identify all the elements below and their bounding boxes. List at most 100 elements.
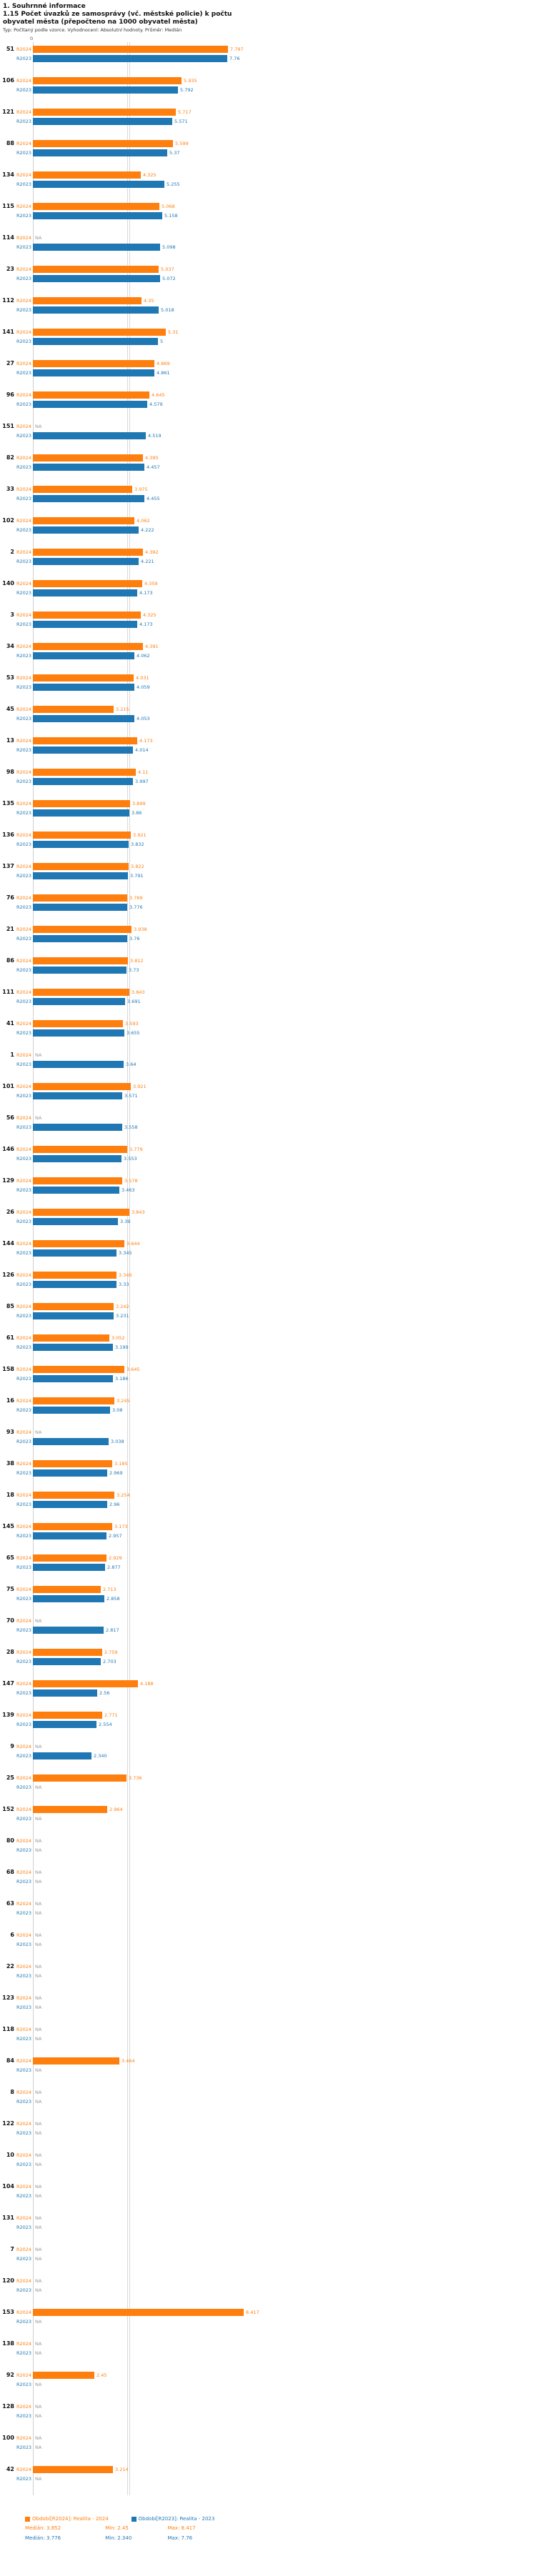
chart-group-122: 122 R2024 NA R2023 NA	[0, 2118, 536, 2150]
bar-value: 5.599	[175, 140, 189, 146]
series-tick-label: R2024	[16, 1963, 31, 1970]
series-tick-label: R2024	[16, 894, 31, 901]
chart-group-140: 140 R2024 4.359 R2023 4.173	[0, 578, 536, 609]
chart-group-104: 104 R2024 NA R2023 NA	[0, 2181, 536, 2212]
series-tick-label: R2024	[16, 2026, 31, 2032]
median-line-r2024	[129, 42, 130, 2495]
bar-r2023-70	[33, 1626, 104, 1634]
category-label: 80	[6, 1837, 14, 1844]
chart-group-84: 84 R2024 3.464 R2023 NA	[0, 2055, 536, 2087]
bar-r2024-141	[33, 328, 166, 336]
na-label: NA	[35, 2435, 42, 2441]
series-tick-label: R2023	[16, 2192, 31, 2199]
category-label: 34	[6, 643, 14, 649]
chart-group-18: 18 R2024 3.254 R2023 2.96	[0, 1489, 536, 1521]
category-label: 1	[10, 1052, 14, 1058]
series-tick-label: R2024	[16, 1900, 31, 1907]
bar-r2023-141	[33, 337, 158, 345]
series-tick-label: R2024	[16, 2215, 31, 2221]
bar-value: 5.31	[168, 329, 179, 335]
chart-group-38: 38 R2024 3.185 R2023 2.969	[0, 1458, 536, 1489]
series-tick-label: R2023	[16, 526, 31, 533]
series-tick-label: R2023	[16, 2318, 31, 2325]
bar-r2024-112	[33, 296, 142, 304]
chart-group-118: 118 R2024 NA R2023 NA	[0, 2024, 536, 2055]
category-label: 136	[2, 832, 14, 838]
bar-r2023-23	[33, 274, 160, 282]
series-tick-label: R2024	[16, 2089, 31, 2095]
chart-group-63: 63 R2024 NA R2023 NA	[0, 1898, 536, 1929]
category-label: 7	[10, 2246, 14, 2252]
bar-r2024-146	[33, 1145, 127, 1153]
chart-header: 1. Souhrnné informace 1.15 Počet úvazků …	[0, 1, 536, 34]
chart-group-136: 136 R2024 3.921 R2023 3.832	[0, 829, 536, 861]
bar-r2024-51	[33, 45, 228, 53]
chart-group-93: 93 R2024 NA R2023 3.038	[0, 1427, 536, 1458]
bar-value: 3.558	[124, 1124, 138, 1130]
bar-r2024-28	[33, 1648, 102, 1656]
legend-swatch-r2024-icon	[25, 2516, 30, 2522]
category-label: 70	[6, 1617, 14, 1624]
category-label: 45	[6, 706, 14, 712]
bar-value: 5.018	[161, 306, 174, 313]
chart-group-158: 158 R2024 3.645 R2023 3.186	[0, 1364, 536, 1395]
bar-value: 4.325	[143, 171, 157, 178]
series-tick-label: R2024	[16, 2372, 31, 2378]
series-tick-label: R2023	[16, 1595, 31, 1602]
category-label: 93	[6, 1429, 14, 1435]
bar-value: 4.062	[137, 517, 150, 524]
chart-group-131: 131 R2024 NA R2023 NA	[0, 2212, 536, 2244]
bar-value: 2.45	[96, 2372, 107, 2378]
bar-r2023-18	[33, 1500, 107, 1508]
series-tick-label: R2024	[16, 454, 31, 461]
bar-chart: 0 51 R2024 7.797 R2023 7.76 106 R2024 5.935 R202…	[0, 35, 536, 2495]
bar-value: 3.655	[126, 1029, 140, 1036]
bar-value: 4.173	[139, 737, 153, 744]
series-tick-label: R2023	[16, 338, 31, 344]
bar-value: 5.037	[161, 266, 174, 272]
series-tick-label: R2024	[16, 1146, 31, 1152]
category-label: 141	[2, 329, 14, 335]
bar-value: 2.771	[104, 1712, 118, 1718]
chart-group-34: 34 R2024 4.391 R2023 4.062	[0, 641, 536, 672]
series-tick-label: R2023	[16, 2161, 31, 2167]
na-label: NA	[35, 2475, 42, 2482]
series-tick-label: R2024	[16, 2057, 31, 2064]
series-tick-label: R2024	[16, 391, 31, 398]
category-label: 23	[6, 266, 14, 272]
bar-value: 4.35	[144, 297, 154, 304]
bar-value: 4.861	[157, 369, 170, 376]
series-tick-label: R2023	[16, 1187, 31, 1193]
series-tick-label: R2024	[16, 1209, 31, 1215]
series-tick-label: R2023	[16, 1564, 31, 1570]
series-tick-label: R2023	[16, 2067, 31, 2073]
bar-value: 3.173	[114, 1523, 128, 1529]
series-tick-label: R2024	[16, 549, 31, 555]
bar-r2023-65	[33, 1563, 105, 1571]
bar-value: 8.417	[246, 2309, 259, 2315]
category-label: 101	[2, 1083, 14, 1089]
chart-group-151: 151 R2024 NA R2023 4.519	[0, 421, 536, 452]
series-tick-label: R2023	[16, 967, 31, 973]
series-tick-label: R2023	[16, 715, 31, 722]
bar-r2024-3	[33, 611, 141, 619]
chart-group-3: 3 R2024 4.325 R2023 4.173	[0, 609, 536, 641]
series-tick-label: R2024	[16, 423, 31, 429]
bar-value: 2.957	[109, 1532, 122, 1539]
bar-r2024-86	[33, 957, 128, 964]
bar-r2024-85	[33, 1302, 114, 1310]
na-label: NA	[35, 2152, 42, 2158]
bar-r2023-115	[33, 211, 162, 219]
series-tick-label: R2023	[16, 2412, 31, 2419]
category-label: 145	[2, 1523, 14, 1529]
bar-r2024-61	[33, 1334, 109, 1342]
bar-value: 5.935	[184, 77, 197, 84]
chart-group-27: 27 R2024 4.869 R2023 4.861	[0, 358, 536, 389]
bar-r2023-139	[33, 1720, 96, 1728]
chart-group-9: 9 R2024 NA R2023 2.340	[0, 1741, 536, 1772]
bar-r2024-25	[33, 1774, 126, 1782]
series-tick-label: R2023	[16, 1438, 31, 1444]
chart-footer: Období[R2024]: Realita - 2024 Období[R20…	[0, 2515, 536, 2542]
bar-r2023-76	[33, 903, 127, 911]
bar-r2023-16	[33, 1406, 110, 1414]
